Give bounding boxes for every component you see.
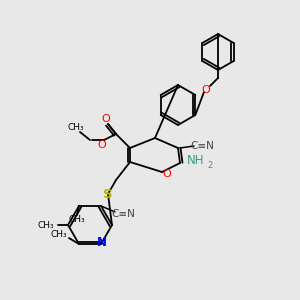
Text: C≡N: C≡N	[190, 141, 214, 151]
Text: O: O	[202, 85, 210, 95]
Text: O: O	[98, 140, 106, 150]
Text: C≡N: C≡N	[111, 209, 135, 219]
Text: NH: NH	[187, 154, 205, 167]
Text: N: N	[97, 236, 107, 249]
Text: CH₃: CH₃	[69, 215, 85, 224]
Text: CH₃: CH₃	[51, 230, 67, 238]
Text: O: O	[163, 169, 171, 179]
Text: 2: 2	[207, 161, 213, 170]
Text: CH₃: CH₃	[38, 220, 54, 230]
Text: CH₃: CH₃	[68, 122, 84, 131]
Text: S: S	[103, 188, 113, 202]
Text: O: O	[102, 114, 110, 124]
